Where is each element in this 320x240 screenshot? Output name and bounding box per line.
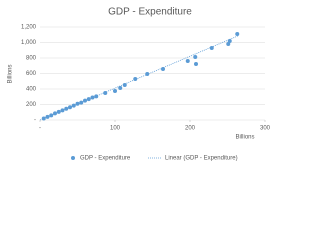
legend-label: GDP - Expenditure: [80, 156, 131, 162]
point: [53, 111, 57, 116]
y-tick-label: 1,000: [21, 40, 37, 46]
legend-label: Linear (GDP - Expenditure): [165, 156, 238, 162]
point: [103, 91, 108, 96]
y-tick-label: 800: [26, 56, 37, 62]
point: [75, 101, 80, 106]
x-tick-label: 300: [260, 126, 271, 132]
point: [90, 95, 95, 100]
point: [185, 59, 190, 64]
point: [56, 109, 61, 114]
x-axis-label: Billions: [235, 135, 254, 141]
x-tick-label: 100: [110, 126, 121, 132]
point: [45, 114, 50, 119]
point: [227, 39, 232, 44]
point: [113, 89, 117, 94]
y-tick-label: 600: [26, 71, 37, 77]
point: [64, 106, 69, 111]
chart-title: GDP - Expenditure: [108, 7, 192, 18]
point: [122, 82, 127, 87]
point: [145, 71, 150, 76]
y-tick-label: 400: [26, 87, 37, 93]
point: [194, 61, 198, 66]
point: [41, 116, 46, 121]
point: [133, 77, 138, 82]
background: [0, 0, 296, 170]
point: [118, 85, 123, 90]
y-tick-label: -: [34, 118, 36, 124]
point: [71, 103, 76, 108]
point: [235, 31, 240, 36]
y-axis-label: Billions: [8, 64, 14, 83]
chart: GDP - Expenditure Billions Billions - 200…: [0, 0, 296, 170]
point: [86, 97, 91, 102]
x-tick-label: 200: [185, 126, 196, 132]
point: [79, 100, 84, 105]
point: [209, 46, 214, 51]
x-tick-label: -: [39, 126, 41, 132]
point: [161, 67, 165, 72]
point: [60, 108, 65, 113]
y-tick-label: 1,200: [21, 25, 37, 31]
point: [68, 105, 72, 110]
point: [226, 41, 231, 46]
point: [94, 94, 99, 99]
y-tick-label: 200: [26, 102, 37, 108]
point: [83, 98, 87, 103]
point: [49, 113, 54, 118]
legend-marker: [71, 156, 75, 160]
point: [193, 54, 198, 59]
